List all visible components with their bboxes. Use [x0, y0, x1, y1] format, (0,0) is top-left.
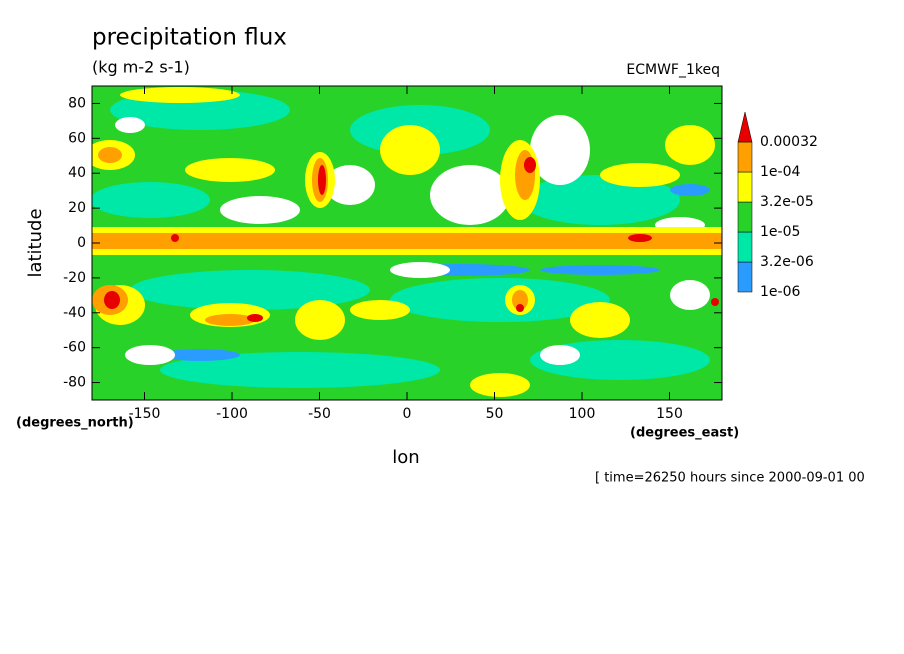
colorbar-label: 3.2e-06 — [760, 254, 814, 270]
x-units: (degrees_east) — [630, 426, 739, 441]
y-tick-label: -40 — [63, 305, 86, 321]
footnote: [ time=26250 hours since 2000-09-01 00 — [595, 471, 865, 486]
subtitle: (kg m-2 s-1) — [92, 58, 190, 77]
colorbar-label: 1e-04 — [760, 164, 800, 180]
x-tick-label: 150 — [656, 406, 683, 422]
x-tick-label: -100 — [216, 406, 248, 422]
y-tick-label: -80 — [63, 375, 86, 391]
colorbar-label: 1e-05 — [760, 224, 800, 240]
y-tick-label: -60 — [63, 340, 86, 356]
x-tick-label: 50 — [486, 406, 504, 422]
colorbar-label: 0.00032 — [760, 134, 818, 150]
chart-title: precipitation flux — [92, 25, 287, 51]
x-tick-label: -50 — [308, 406, 331, 422]
y-tick-label: 20 — [68, 200, 86, 216]
x-tick-label: 0 — [403, 406, 412, 422]
colorbar-label: 1e-06 — [760, 284, 800, 300]
colorbar-box — [737, 171, 753, 203]
colorbar-box — [737, 231, 753, 263]
y-tick-label: 40 — [68, 165, 86, 181]
colorbar-over — [737, 111, 753, 143]
y-axis-label: latitude — [25, 208, 46, 277]
dataset-label: ECMWF_1keq — [626, 62, 720, 78]
x-tick-label: -150 — [129, 406, 161, 422]
colorbar-box — [737, 261, 753, 293]
y-tick-label: -20 — [63, 270, 86, 286]
y-tick-label: 60 — [68, 130, 86, 146]
x-axis-label: lon — [392, 447, 419, 468]
x-tick-label: 100 — [569, 406, 596, 422]
contour-field — [92, 86, 722, 400]
y-tick-label: 0 — [77, 235, 86, 251]
colorbar-label: 3.2e-05 — [760, 194, 814, 210]
colorbar-box — [737, 201, 753, 233]
y-tick-label: 80 — [68, 95, 86, 111]
colorbar-box — [737, 141, 753, 173]
y-units: (degrees_north) — [16, 416, 134, 431]
